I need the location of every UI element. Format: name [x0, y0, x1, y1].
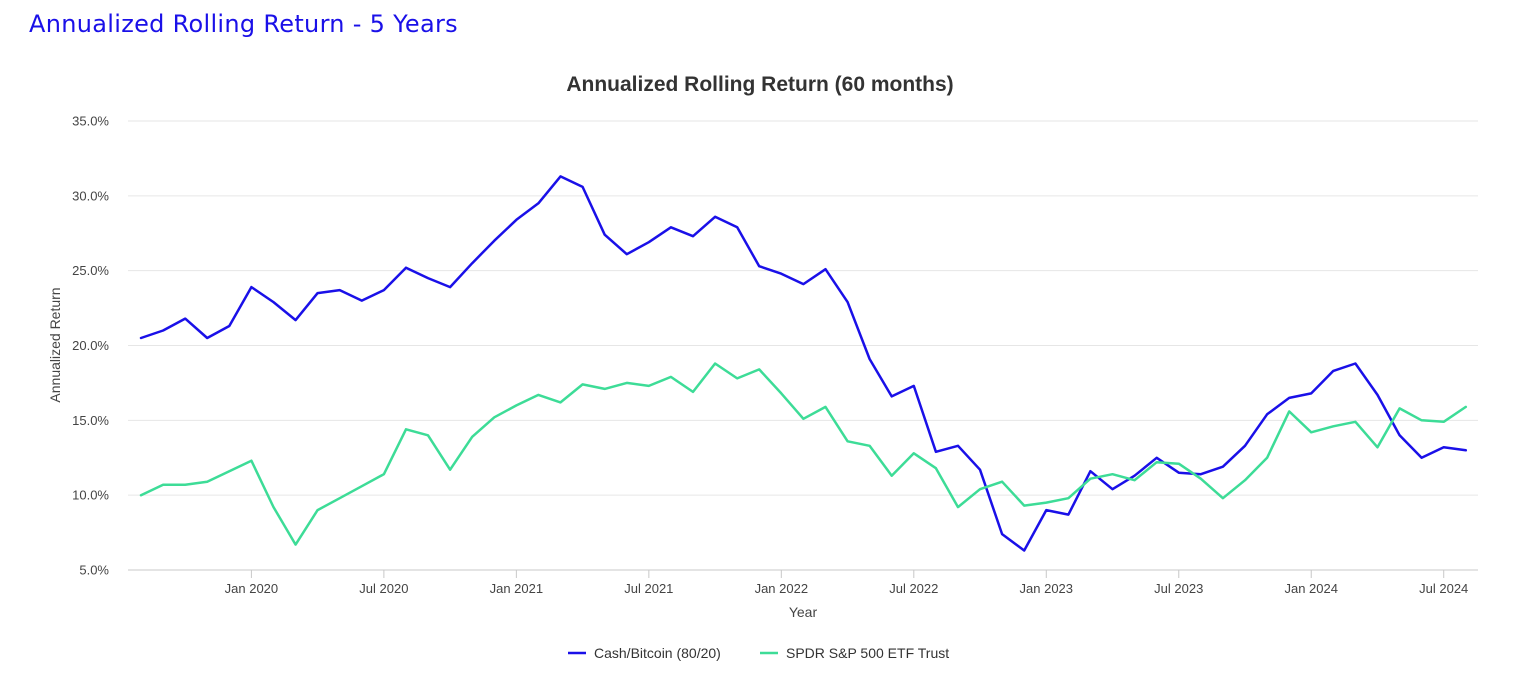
x-tick-label: Jul 2024: [1419, 581, 1468, 596]
y-tick-label: 30.0%: [72, 188, 109, 203]
x-tick-label: Jan 2022: [755, 581, 809, 596]
x-tick-label: Jan 2020: [225, 581, 279, 596]
legend-label-spdr: SPDR S&P 500 ETF Trust: [786, 645, 949, 661]
legend: Cash/Bitcoin (80/20) SPDR S&P 500 ETF Tr…: [568, 645, 949, 661]
x-tick-label: Jul 2022: [889, 581, 938, 596]
y-tick-label: 20.0%: [72, 338, 109, 353]
x-axis: Jan 2020 Jul 2020 Jan 2021 Jul 2021 Jan 2022…: [128, 569, 1478, 596]
series-line-cash-bitcoin[interactable]: [139, 175, 1468, 552]
x-axis-label: Year: [789, 604, 818, 620]
x-tick-label: Jan 2021: [490, 581, 544, 596]
page-heading: Annualized Rolling Return - 5 Years: [29, 10, 458, 38]
y-tick-label: 25.0%: [72, 263, 109, 278]
y-tick-label: 15.0%: [72, 413, 109, 428]
x-tick-label: Jan 2023: [1020, 581, 1074, 596]
y-tick-label: 35.0%: [72, 114, 109, 129]
grid-lines: [128, 120, 1478, 496]
x-tick-label: Jul 2021: [624, 581, 673, 596]
x-tick-label: Jan 2024: [1284, 581, 1338, 596]
legend-item-spdr[interactable]: SPDR S&P 500 ETF Trust: [760, 645, 949, 661]
x-tick-label: Jul 2023: [1154, 581, 1203, 596]
y-tick-label: 10.0%: [72, 488, 109, 503]
chart-title: Annualized Rolling Return (60 months): [566, 73, 953, 96]
series-lines: [139, 175, 1468, 552]
legend-label-cash-bitcoin: Cash/Bitcoin (80/20): [594, 645, 721, 661]
y-axis-label: Annualized Return: [47, 287, 63, 402]
legend-item-cash-bitcoin[interactable]: Cash/Bitcoin (80/20): [568, 645, 721, 661]
series-line-spdr[interactable]: [139, 362, 1468, 546]
x-tick-label: Jul 2020: [359, 581, 408, 596]
y-axis-ticks: 5.0% 10.0% 15.0% 20.0% 25.0% 30.0% 35.0%: [72, 114, 109, 578]
y-tick-label: 5.0%: [79, 563, 109, 578]
